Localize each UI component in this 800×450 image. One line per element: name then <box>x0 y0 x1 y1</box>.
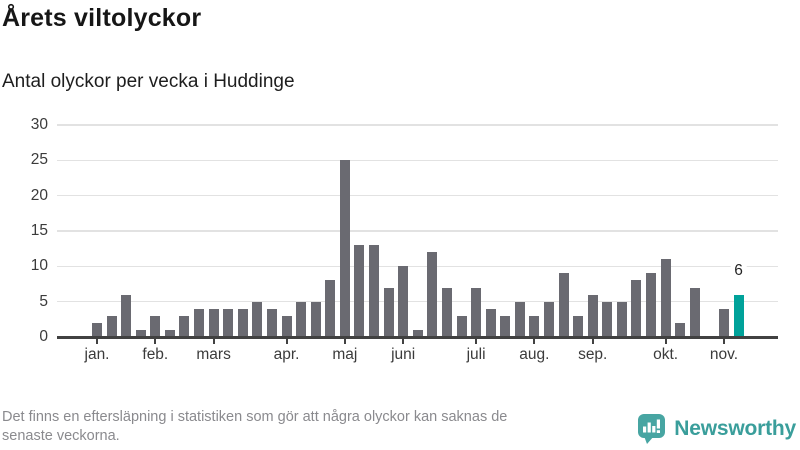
y-axis-label: 15 <box>30 221 48 239</box>
month-tick <box>154 338 157 344</box>
x-axis-line <box>57 336 778 339</box>
gridline-y5 <box>57 300 778 303</box>
bar-week <box>631 280 642 337</box>
month-label-mars: mars <box>196 346 231 363</box>
newsworthy-logo-icon <box>637 412 666 445</box>
bar-week <box>179 315 190 337</box>
month-label-aug: aug. <box>519 346 550 363</box>
bar-week <box>252 301 263 337</box>
bar-week <box>500 315 511 337</box>
bar-week-highlighted <box>733 294 744 337</box>
bar-week <box>237 308 248 337</box>
bar-week <box>369 245 380 337</box>
newsworthy-wordmark: Newsworthy <box>674 416 796 440</box>
bar-week <box>135 329 146 337</box>
newsworthy-branding: Newsworthy <box>637 412 796 445</box>
month-label-sep: sep. <box>578 346 608 363</box>
y-axis-label: 10 <box>30 257 48 275</box>
bar-week <box>718 308 729 337</box>
gridline-y10 <box>57 265 778 268</box>
month-tick <box>96 338 98 344</box>
month-label-jan: jan. <box>84 346 110 363</box>
month-label-maj: maj <box>332 346 358 363</box>
bar-week <box>558 273 569 337</box>
bar-week <box>106 315 117 337</box>
bar-week <box>398 266 409 337</box>
bar-week <box>471 287 482 337</box>
bar-week <box>325 280 336 337</box>
y-axis-label: 0 <box>39 328 48 345</box>
bar-week <box>150 315 161 337</box>
month-tick <box>722 338 725 344</box>
month-tick <box>402 338 405 344</box>
bar-week <box>208 308 219 337</box>
month-label-feb: feb. <box>142 346 169 363</box>
bar-week <box>675 322 686 337</box>
bar-week <box>266 308 277 337</box>
bar-week <box>456 315 467 337</box>
bar-week <box>310 301 321 337</box>
bar-week <box>223 308 234 337</box>
footer-note: Det finns en eftersläpning i statistiken… <box>2 408 602 446</box>
bar-week <box>383 287 394 337</box>
bar-week <box>339 160 350 337</box>
month-label-apr: apr. <box>273 346 300 363</box>
y-axis-label: 5 <box>39 292 48 310</box>
footer-note-line1: Det finns en eftersläpning i statistiken… <box>2 409 508 425</box>
bar-week <box>441 287 452 337</box>
month-label-nov: nov. <box>709 346 739 363</box>
bar-week <box>543 301 554 337</box>
month-tick <box>343 338 346 344</box>
bar-week <box>529 315 540 337</box>
y-axis-label: 30 <box>30 115 48 133</box>
month-label-juli: juli <box>466 346 486 363</box>
annotation-latest-value: 6 <box>730 261 747 281</box>
gridline-y20 <box>57 194 778 197</box>
footer-note-line2: senaste veckorna. <box>2 427 120 444</box>
bar-week <box>616 301 627 337</box>
bar-week <box>660 259 671 337</box>
bar-week <box>602 301 613 337</box>
month-tick <box>212 338 215 344</box>
bar-week <box>354 245 365 337</box>
gridline-y25 <box>57 159 778 161</box>
bar-week <box>412 329 423 337</box>
month-tick <box>533 338 536 344</box>
bar-week <box>689 287 700 337</box>
bar-week <box>514 301 525 337</box>
bar-week <box>646 273 657 337</box>
month-label-juni: juni <box>391 346 416 363</box>
month-tick <box>664 338 667 344</box>
gridline-y15 <box>57 230 778 232</box>
bar-week <box>164 329 175 337</box>
bar-week <box>427 252 438 337</box>
chart-subtitle: Antal olyckor per vecka i Huddinge <box>2 71 295 92</box>
bar-chart: 0 5 10 15 20 25 30 jan. feb. mars apr. maj juni juli a… <box>30 115 778 363</box>
bar-week <box>485 308 496 337</box>
bar-week <box>194 308 205 337</box>
month-tick <box>285 338 288 344</box>
y-axis-label: 25 <box>30 151 48 169</box>
bar-week <box>281 315 292 337</box>
bar-week <box>121 294 132 337</box>
gridline-y30 <box>57 124 778 126</box>
month-tick <box>475 338 478 344</box>
bar-week <box>92 322 102 337</box>
month-label-okt: okt. <box>653 346 679 363</box>
y-axis-label: 20 <box>30 186 48 204</box>
bar-week <box>587 294 598 337</box>
month-tick <box>591 338 594 344</box>
bar-week <box>296 301 307 337</box>
page-title: Årets viltolyckor <box>2 4 202 32</box>
bar-week <box>573 315 584 337</box>
